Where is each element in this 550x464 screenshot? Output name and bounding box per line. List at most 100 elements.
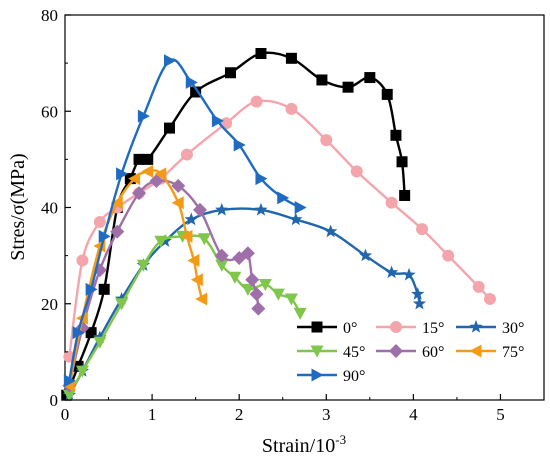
x-tick-label: 2 — [235, 405, 244, 424]
data-point-4-12 — [249, 287, 264, 302]
data-point-1-16 — [484, 292, 497, 305]
data-point-0-15 — [364, 72, 376, 84]
data-point-6-12 — [294, 201, 307, 214]
data-point-6-3 — [98, 229, 111, 243]
data-point-0-9 — [190, 86, 202, 98]
series-2 — [62, 202, 427, 401]
series-3 — [62, 230, 307, 402]
data-point-6-8 — [211, 114, 224, 128]
data-point-0-11 — [255, 48, 267, 59]
data-point-6-10 — [255, 172, 268, 186]
data-point-0-16 — [381, 88, 393, 100]
data-point-3-12 — [271, 288, 285, 301]
x-tick-label: 3 — [322, 405, 331, 424]
data-point-3-9 — [228, 271, 242, 284]
data-point-1-1 — [76, 254, 89, 267]
data-point-3-8 — [215, 259, 229, 272]
data-point-5-9 — [187, 253, 200, 267]
data-point-2-7 — [215, 202, 229, 216]
data-point-1-10 — [320, 134, 333, 147]
data-point-4-3 — [110, 224, 125, 239]
data-point-3-5 — [154, 235, 168, 248]
legend: 0° 15° 30° 45° 60° 75° 90° — [297, 320, 524, 385]
data-point-0-18 — [396, 156, 408, 168]
data-point-5-8 — [180, 229, 193, 243]
legend-label: 45° — [343, 344, 365, 361]
data-point-5-3 — [110, 196, 123, 210]
data-point-1-9 — [285, 102, 298, 115]
data-point-4-7 — [192, 202, 207, 217]
legend-marker — [310, 345, 324, 358]
legend-item-1: 15° — [376, 320, 444, 337]
data-point-3-7 — [197, 233, 211, 246]
data-point-5-7 — [171, 196, 184, 210]
legend-label: 30° — [502, 320, 524, 337]
data-point-3-10 — [241, 283, 255, 296]
y-tick-label: 60 — [41, 102, 58, 121]
legend-label: 0° — [343, 320, 357, 337]
data-point-4-13 — [251, 301, 266, 316]
y-tick-label: 20 — [41, 295, 58, 314]
x-axis-label-exponent: -3 — [335, 432, 346, 447]
data-point-3-3 — [115, 298, 129, 311]
legend-item-5: 75° — [456, 344, 524, 361]
legend-label: 60° — [422, 344, 444, 361]
data-point-4-10 — [240, 246, 255, 261]
data-point-4-8 — [214, 248, 229, 263]
legend-item-6: 90° — [297, 368, 365, 385]
legend-marker — [311, 321, 323, 333]
legend-item-2: 30° — [456, 320, 524, 337]
legend-marker — [311, 368, 324, 382]
data-point-3-11 — [258, 279, 272, 291]
data-point-2-8 — [254, 202, 268, 216]
legend-item-4: 60° — [376, 344, 444, 361]
data-point-1-13 — [416, 223, 429, 236]
y-tick-label: 0 — [50, 391, 59, 410]
data-point-1-14 — [442, 249, 455, 262]
y-tick-label: 40 — [41, 199, 58, 218]
data-point-6-11 — [277, 191, 290, 205]
data-point-6-9 — [233, 138, 246, 152]
x-tick-label: 4 — [409, 405, 418, 424]
data-point-6-1 — [72, 326, 85, 340]
data-point-0-12 — [285, 52, 297, 64]
data-point-3-4 — [136, 259, 150, 272]
data-point-0-3 — [98, 283, 110, 295]
legend-marker — [469, 320, 483, 333]
x-axis-label: Strain/10-3 — [262, 432, 346, 457]
series-layer — [61, 48, 497, 402]
data-point-1-8 — [250, 95, 263, 108]
legend-label: 90° — [343, 368, 365, 385]
data-point-6-2 — [85, 282, 98, 296]
data-point-5-10 — [190, 273, 203, 287]
data-point-2-15 — [412, 296, 427, 310]
y-tick-label: 80 — [41, 6, 58, 25]
data-point-1-12 — [385, 196, 398, 209]
data-point-0-17 — [390, 129, 402, 141]
data-point-5-6 — [154, 167, 167, 181]
data-point-2-13 — [402, 267, 416, 281]
data-point-3-2 — [93, 336, 107, 349]
data-point-2-10 — [323, 224, 338, 238]
data-point-1-2 — [93, 215, 106, 228]
data-point-2-6 — [184, 212, 198, 226]
data-point-0-6 — [133, 153, 145, 165]
data-point-1-15 — [472, 280, 485, 293]
data-point-0-8 — [164, 122, 176, 134]
series-line-2 — [68, 207, 421, 396]
data-point-0-2 — [85, 327, 97, 339]
data-point-4-11 — [245, 272, 260, 287]
data-point-6-5 — [137, 109, 150, 123]
x-tick-label: 1 — [148, 405, 157, 424]
data-point-2-14 — [411, 287, 425, 300]
data-point-5-11 — [195, 292, 208, 306]
x-tick-label: 5 — [496, 405, 505, 424]
legend-marker — [390, 321, 402, 333]
legend-item-3: 45° — [297, 344, 365, 361]
data-point-0-13 — [316, 74, 328, 86]
data-point-0-14 — [342, 81, 354, 93]
data-point-6-6 — [164, 54, 177, 68]
data-point-3-0 — [62, 389, 76, 402]
data-point-5-4 — [128, 172, 141, 186]
